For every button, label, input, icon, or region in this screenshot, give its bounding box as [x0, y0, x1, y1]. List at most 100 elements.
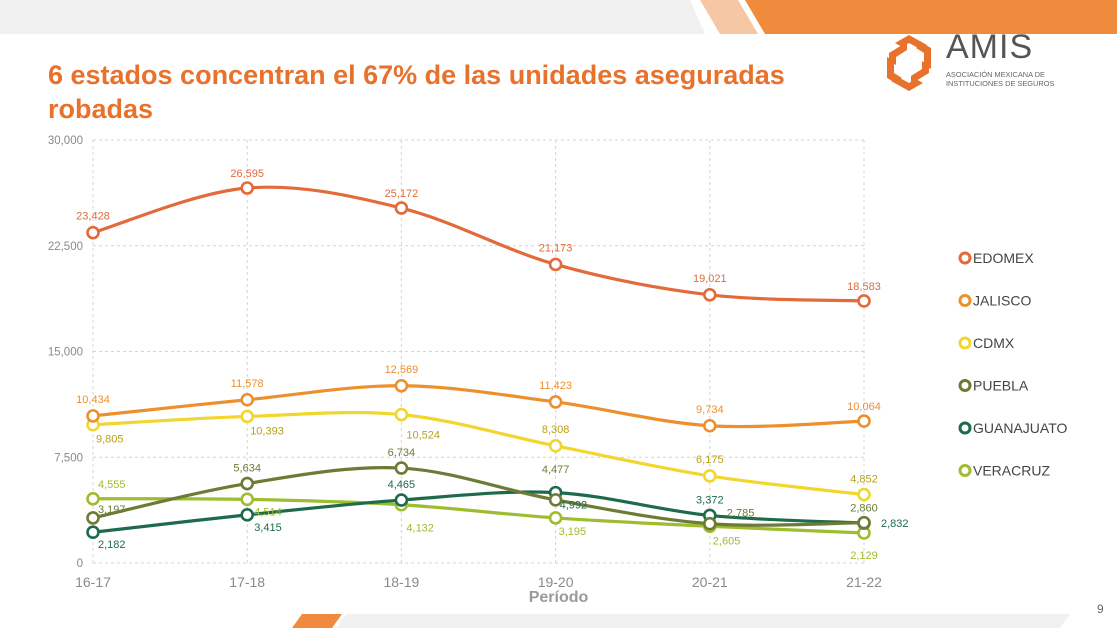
y-tick-label: 0: [77, 558, 83, 570]
data-label-edomex: 21,173: [539, 242, 573, 254]
legend-marker-cdmx: [958, 336, 972, 350]
data-label-guanajuato: 3,415: [254, 522, 282, 534]
data-label-cdmx: 4,852: [850, 474, 878, 486]
data-label-puebla: 2,785: [727, 508, 755, 520]
data-point-puebla: [548, 493, 563, 507]
data-label-puebla: 3,197: [98, 504, 126, 516]
data-point-veracruz: [86, 491, 100, 506]
x-tick-label: 16-17: [75, 574, 111, 590]
data-label-edomex: 19,021: [693, 273, 727, 285]
data-point-puebla: [86, 511, 100, 525]
data-label-veracruz: 4,132: [406, 523, 434, 535]
x-tick-label: 20-21: [692, 574, 728, 590]
data-point-puebla: [240, 476, 254, 491]
legend-label-edomex: EDOMEX: [973, 250, 1034, 266]
data-label-cdmx: 6,175: [696, 454, 724, 466]
amis-logo-icon: [887, 35, 931, 91]
data-label-edomex: 23,428: [76, 211, 110, 223]
x-tick-label: 19-20: [538, 574, 574, 590]
data-label-guanajuato: 4,992: [560, 500, 588, 512]
top-banner-gray: [0, 0, 705, 34]
data-label-cdmx: 10,524: [406, 430, 440, 442]
data-point-veracruz: [240, 492, 254, 507]
data-point-edomex: [548, 257, 563, 272]
data-point-guanajuato: [240, 508, 254, 522]
data-point-edomex: [702, 288, 717, 302]
data-label-jalisco: 9,734: [696, 404, 724, 416]
slide-title-line2: robadas: [48, 94, 154, 124]
data-point-guanajuato: [86, 525, 100, 540]
data-label-veracruz: 2,129: [850, 550, 878, 562]
data-point-guanajuato: [394, 493, 409, 507]
slide-title: 6 estados concentran el 67% de las unida…: [48, 58, 848, 126]
data-label-guanajuato: 2,182: [98, 539, 126, 551]
bottom-banner-orange: [292, 614, 342, 628]
data-point-jalisco: [394, 378, 409, 393]
series-line-cdmx: [91, 410, 866, 497]
legend-marker-edomex: [958, 251, 972, 265]
data-point-veracruz: [548, 511, 563, 525]
legend-marker-veracruz: [958, 464, 972, 477]
data-label-edomex: 25,172: [385, 188, 419, 200]
data-point-edomex: [240, 181, 254, 195]
data-point-edomex: [86, 225, 100, 240]
series-line-guanajuato: [91, 490, 866, 534]
data-label-guanajuato: 3,372: [696, 494, 724, 506]
data-label-cdmx: 8,308: [542, 424, 570, 436]
logo-subtitle-line2: INSTITUCIONES DE SEGUROS: [946, 79, 1055, 88]
logo-subtitle-line1: ASOCIACIÓN MEXICANA DE: [946, 70, 1045, 79]
data-label-jalisco: 11,423: [539, 380, 572, 392]
data-point-jalisco: [857, 414, 871, 428]
x-tick-label: 17-18: [229, 574, 265, 590]
data-point-cdmx: [857, 487, 871, 502]
data-point-jalisco: [240, 392, 254, 407]
legend-marker-jalisco: [958, 294, 972, 307]
slide-title-line1: 6 estados concentran el 67% de las unida…: [48, 60, 785, 90]
data-label-cdmx: 10,393: [250, 425, 284, 437]
legend-label-cdmx: CDMX: [973, 335, 1015, 351]
top-banner-orange: [745, 0, 1117, 34]
data-label-jalisco: 10,064: [847, 401, 881, 413]
amis-logo: AMIS ASOCIACIÓN MEXICANA DE INSTITUCIONE…: [878, 28, 1078, 94]
data-point-cdmx: [702, 469, 717, 483]
data-label-guanajuato: 2,832: [881, 518, 909, 530]
bottom-banner-gray: [336, 614, 1070, 628]
data-label-jalisco: 11,578: [231, 378, 264, 390]
legend-label-guanajuato: GUANAJUATO: [973, 420, 1067, 436]
y-tick-label: 22,500: [48, 241, 83, 253]
data-label-veracruz: 4,514: [254, 506, 282, 518]
series-line-jalisco: [91, 384, 866, 429]
x-tick-label: 18-19: [383, 574, 419, 590]
data-label-veracruz: 4,555: [98, 479, 126, 491]
data-point-edomex: [857, 294, 871, 308]
data-point-jalisco: [548, 395, 563, 409]
data-label-cdmx: 9,805: [96, 434, 124, 446]
x-tick-label: 21-22: [846, 574, 882, 590]
legend-label-jalisco: JALISCO: [973, 293, 1031, 309]
logo-name: AMIS: [946, 28, 1034, 66]
data-label-jalisco: 10,434: [76, 394, 110, 406]
data-point-jalisco: [86, 409, 100, 423]
data-point-cdmx: [548, 439, 563, 453]
y-tick-label: 7,500: [54, 452, 83, 464]
legend-label-puebla: PUEBLA: [973, 378, 1029, 394]
data-label-puebla: 6,734: [388, 447, 416, 459]
legend-marker-puebla: [958, 379, 972, 392]
data-point-edomex: [394, 201, 409, 215]
series-line-veracruz: [91, 497, 866, 535]
legend-label-veracruz: VERACRUZ: [973, 463, 1050, 479]
page-number: 9: [1097, 602, 1104, 616]
y-tick-label: 15,000: [48, 347, 83, 359]
data-point-puebla: [394, 461, 409, 475]
series-line-puebla: [91, 466, 866, 527]
data-label-veracruz: 2,605: [713, 535, 741, 547]
data-label-guanajuato: 4,465: [388, 479, 416, 491]
legend-marker-guanajuato: [958, 421, 972, 435]
y-tick-label: 30,000: [48, 135, 83, 147]
x-axis-title: Período: [529, 589, 589, 606]
data-label-veracruz: 3,195: [559, 526, 587, 538]
data-point-cdmx: [240, 409, 254, 424]
data-point-jalisco: [702, 418, 717, 433]
data-label-puebla: 4,477: [542, 464, 570, 476]
